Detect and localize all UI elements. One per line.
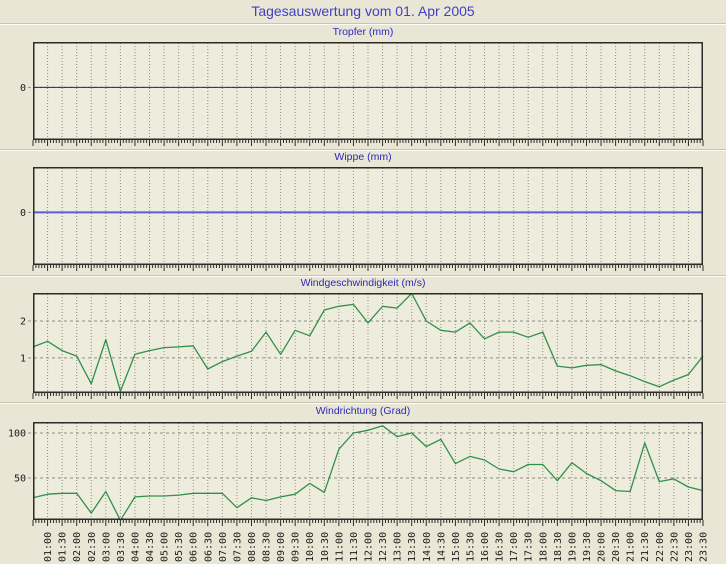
svg-text:15:00: 15:00 <box>451 532 462 562</box>
panel-separator-3 <box>0 402 726 404</box>
svg-text:21:00: 21:00 <box>626 532 637 562</box>
svg-text:07:30: 07:30 <box>232 532 243 562</box>
svg-text:19:00: 19:00 <box>567 532 578 562</box>
svg-text:06:30: 06:30 <box>203 532 214 562</box>
chart-title-windrichtung: Windrichtung (Grad) <box>315 405 411 417</box>
svg-text:03:30: 03:30 <box>116 532 127 562</box>
svg-text:1: 1 <box>20 353 26 364</box>
svg-text:05:30: 05:30 <box>174 532 185 562</box>
title-separator <box>0 23 726 25</box>
svg-text:08:00: 08:00 <box>247 532 258 562</box>
svg-text:19:30: 19:30 <box>582 532 593 562</box>
chart-title-wippe: Wippe (mm) <box>334 151 392 163</box>
svg-text:10:00: 10:00 <box>305 532 316 562</box>
wippe-plot: 0 <box>0 167 726 274</box>
svg-text:18:30: 18:30 <box>553 532 564 562</box>
svg-text:14:00: 14:00 <box>422 532 433 562</box>
svg-text:0: 0 <box>20 83 26 94</box>
svg-text:100: 100 <box>8 429 26 440</box>
svg-text:03:00: 03:00 <box>101 532 112 562</box>
svg-text:02:30: 02:30 <box>87 532 98 562</box>
panel-separator-1 <box>0 149 726 151</box>
panel-separator-2 <box>0 275 726 277</box>
svg-text:21:30: 21:30 <box>640 532 651 562</box>
svg-text:09:30: 09:30 <box>291 532 302 562</box>
svg-text:08:30: 08:30 <box>262 532 273 562</box>
svg-text:07:00: 07:00 <box>218 532 229 562</box>
svg-text:18:00: 18:00 <box>538 532 549 562</box>
svg-text:06:00: 06:00 <box>189 532 200 562</box>
svg-text:50: 50 <box>14 474 26 485</box>
svg-text:17:00: 17:00 <box>509 532 520 562</box>
svg-text:20:00: 20:00 <box>597 532 608 562</box>
svg-text:04:30: 04:30 <box>145 532 156 562</box>
x-axis-labels: 01:00 01:30 02:00 02:30 03:00 03:30 04:00 04:30… <box>0 527 726 564</box>
svg-text:12:00: 12:00 <box>364 532 375 562</box>
svg-text:01:30: 01:30 <box>58 532 69 562</box>
chart-title-tropfer: Tropfer (mm) <box>332 26 394 38</box>
svg-text:05:00: 05:00 <box>160 532 171 562</box>
svg-text:13:00: 13:00 <box>393 532 404 562</box>
page-title: Tagesauswertung vom 01. Apr 2005 <box>251 3 475 19</box>
svg-text:2: 2 <box>20 317 26 328</box>
chart-title-windgeschwindigkeit: Windgeschwindigkeit (m/s) <box>300 277 426 289</box>
tropfer-plot: 0 <box>0 42 726 149</box>
svg-text:01:00: 01:00 <box>43 532 54 562</box>
svg-text:17:30: 17:30 <box>524 532 535 562</box>
windrichtung-plot: 50 100 <box>0 422 726 529</box>
svg-text:22:00: 22:00 <box>655 532 666 562</box>
svg-text:0: 0 <box>20 208 26 219</box>
svg-text:13:30: 13:30 <box>407 532 418 562</box>
svg-text:10:30: 10:30 <box>320 532 331 562</box>
svg-text:09:00: 09:00 <box>276 532 287 562</box>
svg-text:11:00: 11:00 <box>334 532 345 562</box>
svg-text:20:30: 20:30 <box>611 532 622 562</box>
svg-text:12:30: 12:30 <box>378 532 389 562</box>
svg-text:11:30: 11:30 <box>349 532 360 562</box>
svg-text:22:30: 22:30 <box>669 532 680 562</box>
svg-text:16:00: 16:00 <box>480 532 491 562</box>
svg-text:23:30: 23:30 <box>699 532 710 562</box>
svg-text:16:30: 16:30 <box>495 532 506 562</box>
svg-text:15:30: 15:30 <box>465 532 476 562</box>
svg-text:14:30: 14:30 <box>436 532 447 562</box>
svg-text:23:00: 23:00 <box>684 532 695 562</box>
svg-text:04:00: 04:00 <box>130 532 141 562</box>
svg-text:02:00: 02:00 <box>72 532 83 562</box>
